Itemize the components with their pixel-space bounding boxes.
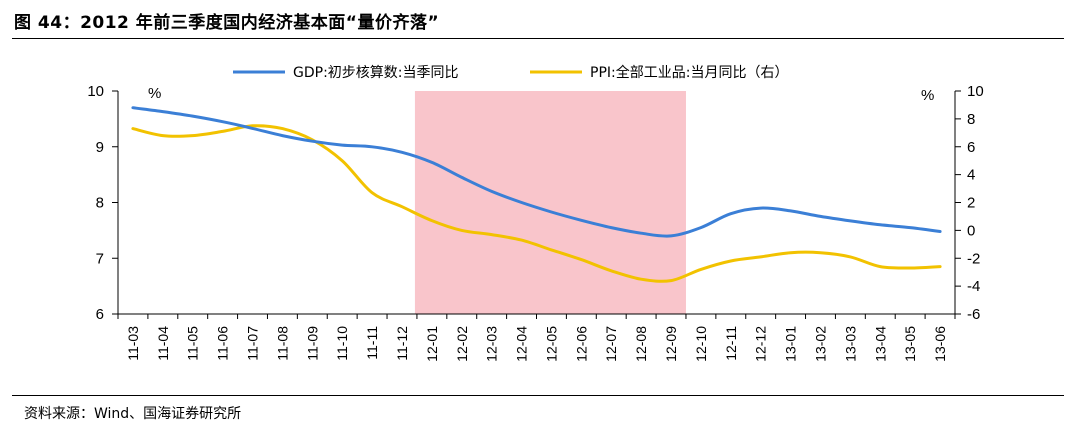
left-tick-label: 9 <box>96 139 104 156</box>
right-tick-label: 6 <box>967 139 975 156</box>
series-layer <box>131 106 942 283</box>
x-tick-label: 13-06 <box>932 326 948 362</box>
x-tick-label: 12-01 <box>424 326 440 362</box>
right-tick-label: -6 <box>967 306 980 323</box>
right-tick-label: 10 <box>967 83 984 100</box>
right-tick-label: -2 <box>967 250 980 267</box>
left-tick-label: 6 <box>96 306 104 323</box>
legend: GDP:初步核算数:当季同比 PPI:全部工业品:当月同比（右） <box>233 64 788 81</box>
x-tick-label: 12-11 <box>723 326 739 361</box>
x-tick-label: 13-03 <box>842 326 858 362</box>
left-tick-label: 8 <box>96 195 104 212</box>
x-tick-label: 11-04 <box>155 326 171 361</box>
x-tick-label: 11-05 <box>185 326 201 361</box>
x-tick-label: 11-03 <box>125 326 141 361</box>
right-tick-label: 8 <box>967 111 975 128</box>
shaded-region-layer <box>414 91 686 314</box>
x-tick-label: 11-12 <box>394 326 410 361</box>
x-tick-label: 13-04 <box>872 326 888 362</box>
left-tick-label: 7 <box>96 250 104 267</box>
x-tick-label: 12-06 <box>573 326 589 362</box>
left-tick-label: 10 <box>87 83 104 100</box>
axes-layer: 6 7 8 9 10 -6 -4 -2 0 2 4 6 8 10 11-03 11-04 11-05 11-06 1… <box>87 83 983 362</box>
right-tick-label: 4 <box>967 167 975 184</box>
x-tick-label: 11-06 <box>215 326 231 361</box>
x-tick-label: 12-10 <box>693 326 709 362</box>
x-tick-label: 11-07 <box>245 326 261 361</box>
x-tick-label: 12-12 <box>753 326 769 362</box>
legend-gdp-label: GDP:初步核算数:当季同比 <box>293 64 459 81</box>
source-note: 资料来源：Wind、国海证券研究所 <box>24 406 242 422</box>
right-axis-unit: % <box>921 87 934 104</box>
x-tick-label: 12-04 <box>514 326 530 362</box>
x-tick-label: 12-03 <box>484 326 500 362</box>
figure-title: 图 44：2012 年前三季度国内经济基本面“量价齐落” <box>14 13 440 33</box>
x-tick-label: 11-09 <box>304 326 320 361</box>
source-rule <box>12 395 1064 396</box>
x-tick-label: 12-07 <box>603 326 619 362</box>
left-axis-unit: % <box>148 85 161 102</box>
right-tick-label: 2 <box>967 195 975 212</box>
x-tick-label: 12-05 <box>543 326 559 362</box>
x-tick-label: 13-02 <box>812 326 828 362</box>
x-tick-label: 11-08 <box>274 326 290 361</box>
gdp-series-line <box>131 106 942 238</box>
x-tick-label: 12-09 <box>663 326 679 362</box>
x-tick-label: 11-10 <box>334 326 350 361</box>
x-tick-label: 12-08 <box>633 326 649 362</box>
right-tick-label: 0 <box>967 222 975 239</box>
title-rule <box>12 38 1064 39</box>
x-tick-label: 13-01 <box>783 326 799 362</box>
x-tick-label: 11-11 <box>364 326 380 360</box>
shaded-region <box>414 91 686 314</box>
x-tick-label: 13-05 <box>902 326 918 362</box>
right-tick-label: -4 <box>967 278 980 295</box>
ppi-series-line <box>131 124 942 283</box>
x-tick-label: 12-02 <box>454 326 470 362</box>
legend-ppi-label: PPI:全部工业品:当月同比（右） <box>590 64 788 81</box>
